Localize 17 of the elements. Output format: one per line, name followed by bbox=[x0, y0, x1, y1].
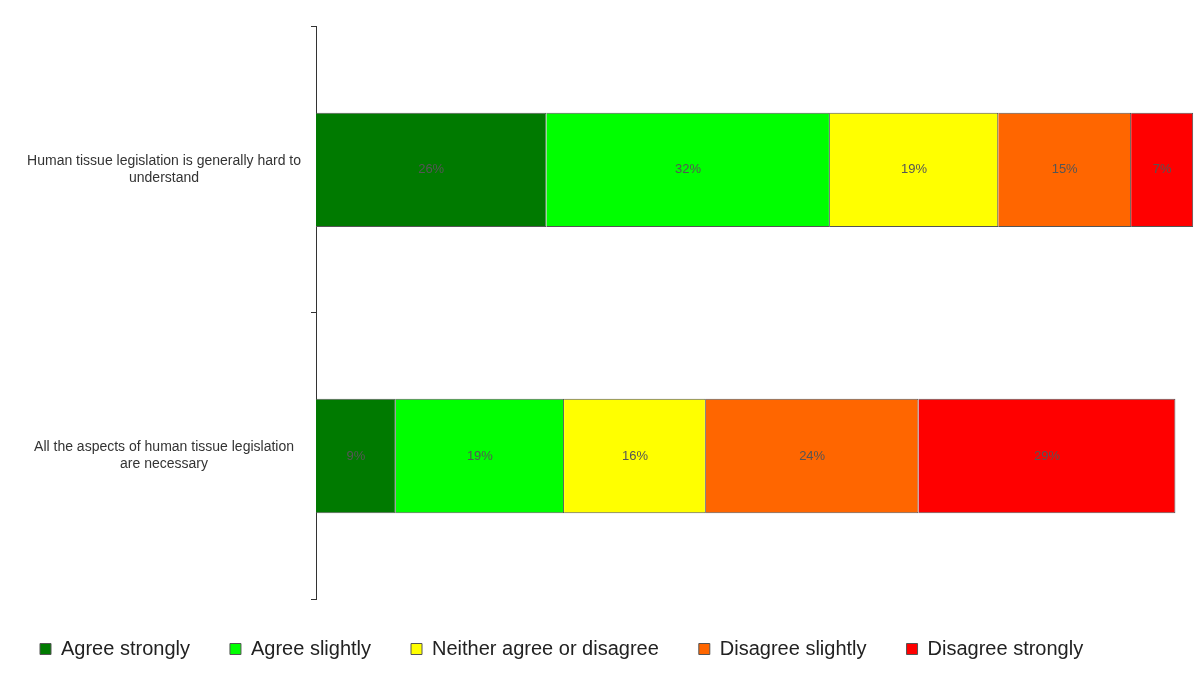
data-label: 32% bbox=[675, 161, 702, 177]
data-label: 16% bbox=[621, 447, 649, 463]
legend-label: Agree slightly bbox=[250, 636, 372, 659]
data-label: 19% bbox=[901, 161, 928, 177]
legend-label: Disagree slightly bbox=[719, 636, 867, 659]
data-label: 7% bbox=[1152, 161, 1172, 177]
y-tick-label: Human tissue legislation is generally hard to understand bbox=[27, 152, 302, 186]
legend-label: Disagree strongly bbox=[927, 636, 1084, 659]
data-label: 26% bbox=[418, 161, 445, 177]
legend-label: Agree strongly bbox=[61, 636, 190, 659]
data-label: 9% bbox=[346, 447, 366, 463]
data-label: 29% bbox=[1033, 447, 1061, 463]
y-tick-label: All the aspects of human tissue legislation are necessary bbox=[34, 438, 295, 472]
data-label: 15% bbox=[1051, 161, 1079, 177]
data-label: 19% bbox=[466, 447, 494, 463]
data-label: 24% bbox=[799, 447, 826, 463]
legend-label: Neither agree or disagree bbox=[432, 636, 659, 659]
